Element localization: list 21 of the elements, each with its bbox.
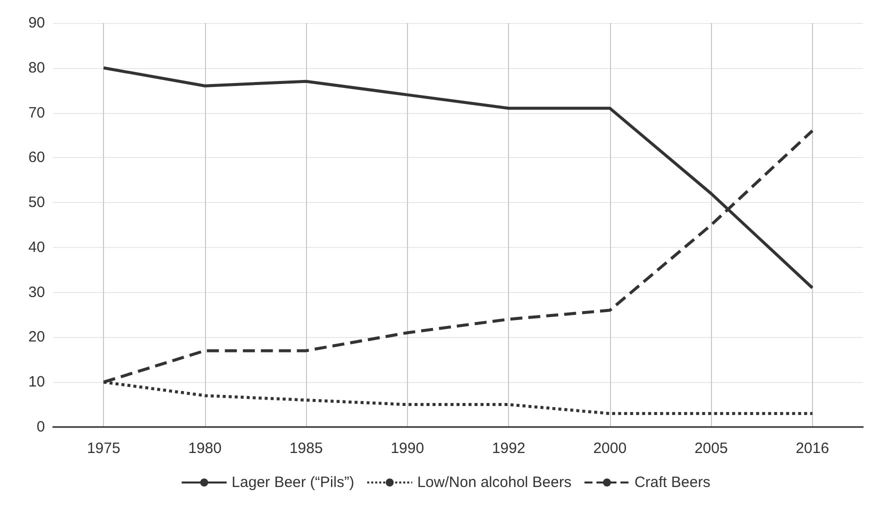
x-tick-label: 1990 (390, 440, 424, 457)
legend-label: Lager Beer (“Pils”) (232, 474, 354, 491)
legend-label: Low/Non alcohol Beers (417, 474, 572, 491)
y-tick-label: 30 (28, 284, 45, 301)
y-tick-label: 60 (28, 149, 45, 166)
y-tick-label: 10 (28, 374, 45, 391)
y-tick-label: 90 (28, 14, 45, 32)
x-tick-label: 1975 (86, 440, 120, 457)
y-tick-label: 40 (28, 238, 45, 256)
x-tick-label: 2000 (593, 440, 627, 457)
y-tick-label: 70 (28, 104, 45, 122)
y-tick-label: 80 (28, 59, 45, 76)
legend-label: Craft Beers (634, 474, 710, 491)
y-tick-label: 0 (36, 418, 45, 436)
x-tick-label: 1985 (289, 440, 323, 457)
y-tick-label: 50 (28, 194, 45, 212)
x-tick-label: 1992 (492, 440, 526, 457)
x-tick-label: 1980 (188, 440, 222, 457)
y-tick-label: 20 (28, 328, 45, 346)
x-tick-label: 2005 (694, 440, 728, 457)
x-tick-label: 2016 (796, 440, 830, 457)
